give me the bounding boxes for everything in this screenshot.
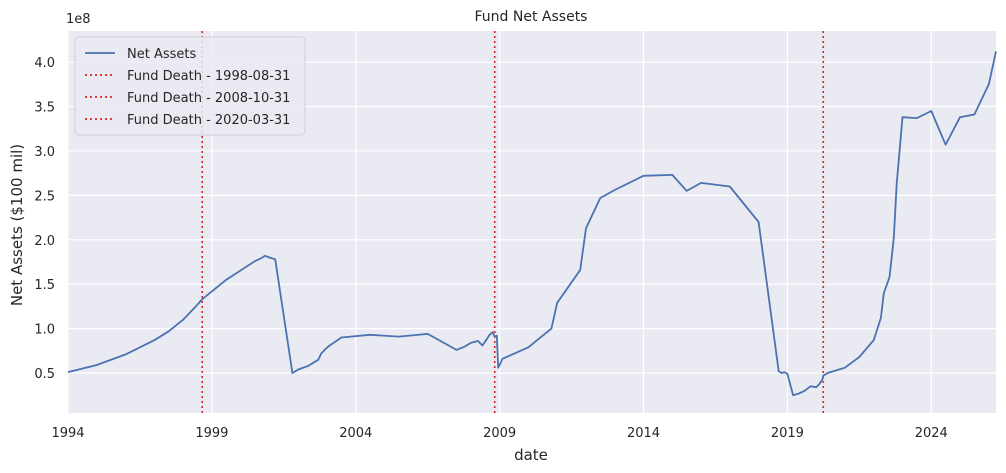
y-tick-label: 0.5	[34, 367, 55, 382]
y-tick-label: 1.0	[34, 323, 55, 338]
y-tick-label: 1.5	[34, 278, 55, 293]
y-tick-label: 3.0	[34, 145, 55, 160]
legend-entry-label: Net Assets	[127, 47, 196, 62]
x-tick-label: 1994	[51, 426, 84, 441]
y-axis-ticks: 0.5 1.0 1.5 2.0 2.5 3.0 3.5 4.0	[34, 56, 55, 382]
grid-lines	[67, 31, 996, 413]
fund-death-markers	[201, 31, 825, 413]
x-tick-label: 2019	[771, 426, 804, 441]
legend-entry-label: Fund Death - 1998-08-31	[127, 69, 290, 84]
legend-entry-label: Fund Death - 2008-10-31	[127, 91, 290, 106]
legend-box	[74, 36, 306, 136]
y-tick-label: 3.5	[34, 101, 55, 116]
x-tick-label: 2004	[339, 426, 372, 441]
legend-entry-label: Fund Death - 2020-03-31	[127, 113, 290, 128]
x-tick-label: 2024	[915, 426, 948, 441]
x-tick-label: 2014	[627, 426, 660, 441]
x-tick-label: 1999	[195, 426, 228, 441]
net-assets-line	[67, 51, 997, 397]
x-axis-label: date	[514, 446, 548, 464]
y-tick-label: 4.0	[34, 56, 55, 71]
x-axis-ticks: 1994 1999 2004 2009 2014 2019 2024	[51, 426, 947, 441]
y-tick-label: 2.0	[34, 234, 55, 249]
y-axis-label: Net Assets ($100 mil)	[8, 144, 26, 306]
y-tick-label: 2.5	[34, 189, 55, 204]
y-axis-offset-label: 1e8	[66, 12, 91, 27]
x-tick-label: 2009	[483, 426, 516, 441]
legend: Net Assets Fund Death - 1998-08-31 Fund De…	[74, 36, 306, 136]
chart-title: Fund Net Assets	[475, 9, 588, 25]
